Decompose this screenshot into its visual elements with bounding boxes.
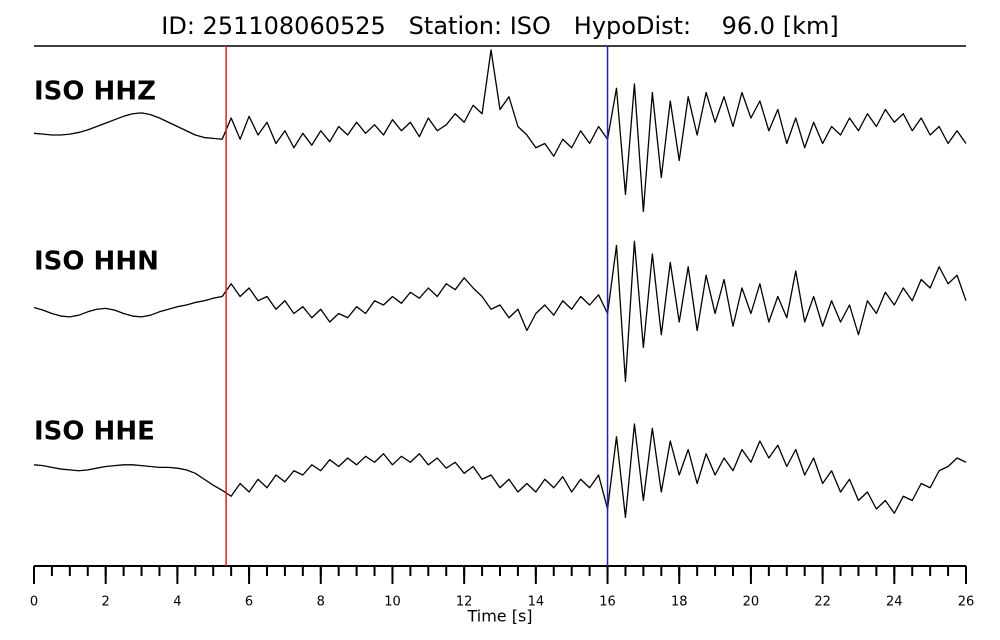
x-tick-label: 10	[384, 595, 401, 610]
trace-label: ISO HHN	[34, 247, 159, 277]
trace-label: ISO HHZ	[34, 77, 156, 107]
x-tick-label: 24	[886, 595, 903, 610]
x-axis-label: Time [s]	[466, 607, 532, 626]
waveform	[33, 240, 967, 383]
x-tick-label: 12	[456, 595, 473, 610]
trace-label: ISO HHE	[34, 417, 155, 447]
x-tick-label: 8	[317, 595, 325, 610]
x-tick-label: 0	[30, 595, 38, 610]
x-tick-label: 16	[599, 595, 616, 610]
chart-title: ID: 251108060525 Station: ISO HypoDist: …	[161, 12, 838, 40]
x-tick-label: 4	[173, 595, 181, 610]
x-tick-label: 22	[814, 595, 831, 610]
x-tick-label: 2	[102, 595, 110, 610]
x-tick-label: 18	[671, 595, 688, 610]
waveform	[33, 423, 967, 519]
waveform	[33, 49, 967, 213]
x-tick-label: 6	[245, 595, 253, 610]
x-tick-label: 14	[528, 595, 545, 610]
x-tick-label: 20	[743, 595, 760, 610]
x-tick-label: 26	[958, 595, 975, 610]
